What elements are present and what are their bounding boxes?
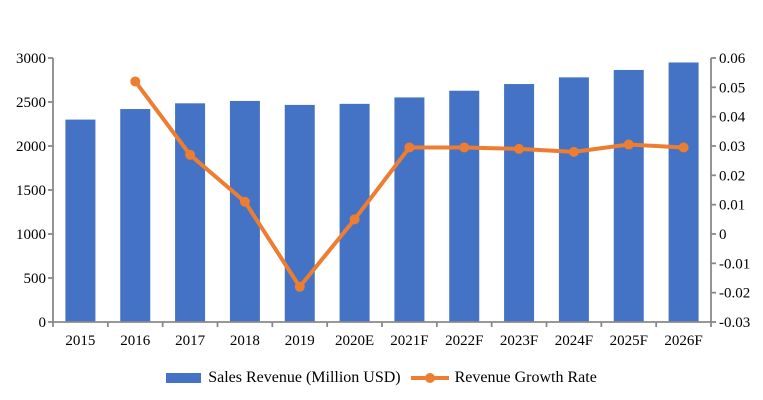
legend-label-growth-rate: Revenue Growth Rate [454,369,597,386]
legend-label-sales-revenue: Sales Revenue (Million USD) [208,369,401,386]
x-axis-label-2021F: 2021F [390,333,428,349]
right-axis-label--0.02: -0.02 [719,286,750,302]
line-marker-2016 [130,76,141,87]
left-axis-label-500: 500 [24,271,47,287]
line-marker-2023F [514,143,525,154]
right-axis-label-0: 0 [719,227,727,243]
left-axis-label-2500: 2500 [16,95,46,111]
x-axis-label-2019: 2019 [285,333,315,349]
x-axis-label-2023F: 2023F [500,333,538,349]
bar-2015 [65,119,96,322]
bar-2025F [613,69,644,322]
line-marker-2017 [185,149,196,160]
left-axis-label-1000: 1000 [16,227,46,243]
bar-2026F [668,62,699,322]
line-marker-2018 [239,196,250,207]
right-axis-label-0.06: 0.06 [719,51,746,67]
x-axis-label-2025F: 2025F [610,333,648,349]
left-axis-label-3000: 3000 [16,51,46,67]
bar-2016 [120,109,151,322]
chart-legend: Sales Revenue (Million USD) Revenue Grow… [0,364,763,392]
line-marker-2019 [294,281,305,292]
x-axis-label-2020E: 2020E [335,333,374,349]
legend-swatch-growth-rate [410,373,449,383]
right-axis-label--0.03: -0.03 [719,315,750,331]
bar-2017 [175,103,206,322]
bar-2021F [394,97,425,322]
legend-item-sales-revenue: Sales Revenue (Million USD) [166,369,401,387]
left-axis-label-2000: 2000 [16,139,46,155]
line-marker-2025F [623,139,634,150]
right-axis-label-0.04: 0.04 [719,110,746,126]
x-axis-label-2022F: 2022F [445,333,483,349]
right-axis-label-0.01: 0.01 [719,198,745,214]
bar-2022F [449,90,480,323]
legend-marker-dot-icon [424,373,435,383]
left-axis-label-1500: 1500 [16,183,46,199]
bar-2024F [558,77,589,322]
right-axis-label--0.01: -0.01 [719,256,750,272]
line-marker-2021F [404,142,415,153]
x-axis-label-2024F: 2024F [555,333,593,349]
x-axis-label-2016: 2016 [120,333,151,349]
left-axis-label-0: 0 [39,315,47,331]
legend-item-growth-rate: Revenue Growth Rate [407,369,597,387]
line-marker-2022F [459,142,470,153]
line-marker-2020E [349,214,360,225]
line-marker-2024F [568,146,579,157]
bar-2023F [504,84,535,322]
x-axis-label-2026F: 2026F [664,333,702,349]
right-axis-label-0.02: 0.02 [719,168,745,184]
x-axis-label-2017: 2017 [175,333,206,349]
x-axis-label-2018: 2018 [230,333,260,349]
bar-2020E [339,103,370,323]
line-marker-2026F [678,142,689,153]
x-axis-label-2015: 2015 [65,333,95,349]
bar-2018 [229,100,260,322]
right-axis-label-0.03: 0.03 [719,139,745,155]
legend-swatch-sales-revenue [166,373,202,383]
right-axis-label-0.05: 0.05 [719,80,745,96]
